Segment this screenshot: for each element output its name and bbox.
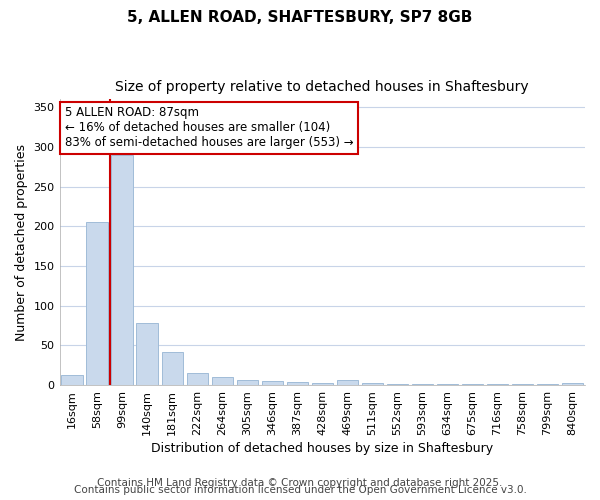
Text: 5, ALLEN ROAD, SHAFTESBURY, SP7 8GB: 5, ALLEN ROAD, SHAFTESBURY, SP7 8GB [127,10,473,25]
Bar [487,384,508,385]
Bar [262,381,283,385]
Bar [61,375,83,385]
Bar [86,222,108,385]
Bar [187,373,208,385]
Bar [212,377,233,385]
Bar [362,384,383,385]
Text: 5 ALLEN ROAD: 87sqm
← 16% of detached houses are smaller (104)
83% of semi-detac: 5 ALLEN ROAD: 87sqm ← 16% of detached ho… [65,106,353,150]
Bar [161,352,183,385]
Bar [337,380,358,385]
Bar [311,382,333,385]
Bar [412,384,433,385]
Bar [437,384,458,385]
Bar [112,155,133,385]
Bar [287,382,308,385]
Bar [236,380,258,385]
Text: Contains HM Land Registry data © Crown copyright and database right 2025.: Contains HM Land Registry data © Crown c… [97,478,503,488]
Bar [512,384,533,385]
Bar [387,384,408,385]
X-axis label: Distribution of detached houses by size in Shaftesbury: Distribution of detached houses by size … [151,442,493,455]
Text: Contains public sector information licensed under the Open Government Licence v3: Contains public sector information licen… [74,485,526,495]
Bar [562,384,583,385]
Y-axis label: Number of detached properties: Number of detached properties [15,144,28,340]
Bar [537,384,558,385]
Bar [462,384,483,385]
Bar [136,323,158,385]
Title: Size of property relative to detached houses in Shaftesbury: Size of property relative to detached ho… [115,80,529,94]
